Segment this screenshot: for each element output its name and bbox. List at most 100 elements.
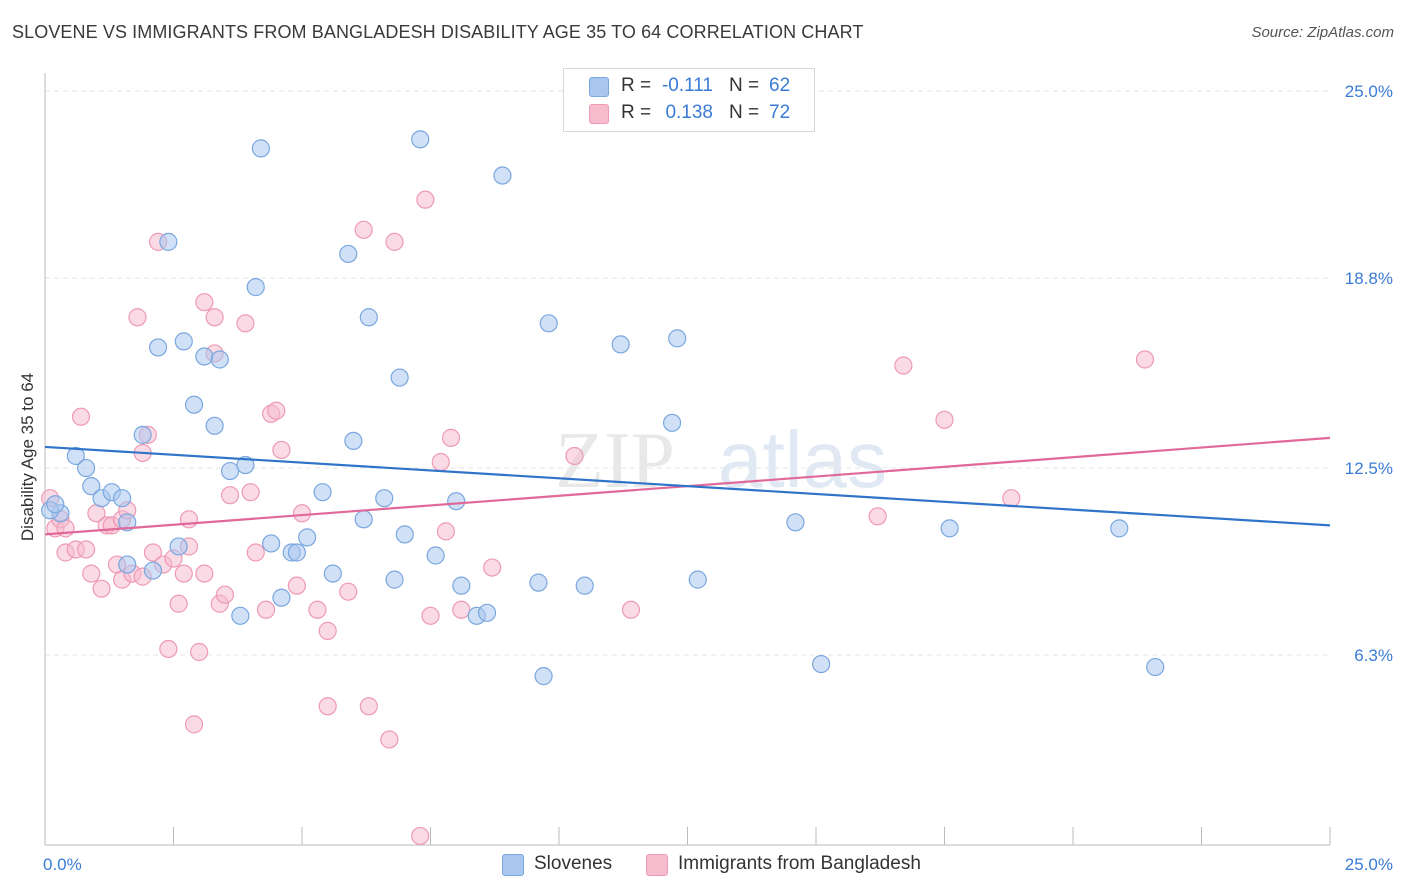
data-point: [246, 278, 265, 297]
data-point: [441, 428, 461, 447]
data-point: [298, 528, 317, 547]
correlation-legend: R = -0.111 N = 62 R = 0.138 N = 72: [563, 68, 815, 132]
data-point: [184, 715, 204, 734]
data-point: [195, 347, 214, 366]
data-point: [431, 452, 450, 472]
data-point: [236, 314, 255, 333]
data-point: [77, 540, 96, 559]
y-tick-label: 18.8%: [1345, 269, 1393, 288]
data-point: [359, 697, 378, 716]
data-point: [354, 510, 373, 529]
data-point: [205, 416, 224, 435]
data-point: [385, 232, 404, 251]
legend-swatch-pink: [589, 104, 609, 124]
data-point: [416, 190, 435, 209]
trend-line-slovenes: [44, 445, 1331, 527]
data-point: [318, 621, 337, 640]
legend-n-label: N =: [729, 75, 760, 96]
legend-n-value: 62: [769, 75, 791, 96]
y-tick-label: 25.0%: [1345, 82, 1393, 101]
legend-label-bangladesh: Immigrants from Bangladesh: [678, 853, 921, 874]
data-point: [447, 492, 466, 511]
data-point: [159, 232, 178, 251]
data-point: [344, 431, 363, 451]
data-point: [174, 564, 193, 583]
data-point: [621, 600, 641, 619]
data-point: [1135, 350, 1155, 369]
legend-r-value: 0.138: [665, 102, 713, 123]
data-point: [935, 410, 954, 429]
data-point: [662, 413, 682, 432]
data-point: [426, 546, 445, 565]
data-point: [411, 826, 430, 846]
data-point: [231, 606, 250, 625]
data-point: [339, 582, 358, 601]
y-axis-label: Disability Age 35 to 64: [18, 373, 37, 541]
data-point: [385, 570, 404, 589]
data-point: [688, 570, 707, 589]
data-point: [786, 513, 805, 532]
data-point: [205, 308, 224, 327]
data-point: [169, 537, 188, 556]
x-tick-label: 0.0%: [43, 855, 82, 874]
data-point: [534, 667, 553, 686]
data-point: [251, 139, 270, 158]
data-point: [236, 455, 255, 475]
data-point: [940, 519, 959, 538]
tick-labels: 6.3% 12.5% 18.8% 25.0% 0.0% 25.0%: [43, 82, 1393, 874]
data-point: [77, 458, 96, 478]
y-tick-label: 6.3%: [1354, 646, 1393, 665]
data-point: [82, 564, 101, 583]
legend-swatch-blue: [502, 854, 524, 876]
data-point: [313, 483, 332, 502]
data-point: [493, 166, 512, 185]
chart-title: SLOVENE VS IMMIGRANTS FROM BANGLADESH DI…: [12, 22, 864, 42]
data-point: [118, 555, 137, 574]
data-point: [894, 356, 913, 375]
data-point: [195, 564, 214, 583]
data-point: [575, 576, 594, 595]
legend-n-value: 72: [769, 102, 791, 123]
data-point: [812, 654, 831, 674]
data-point: [133, 425, 152, 444]
data-point: [256, 600, 276, 619]
data-point: [118, 513, 137, 532]
data-point: [143, 543, 163, 562]
data-point: [190, 642, 209, 662]
legend-r-value: -0.111: [661, 75, 713, 96]
data-point: [380, 730, 399, 749]
data-point: [308, 600, 327, 619]
data-point: [1002, 489, 1021, 508]
axes: [44, 73, 1331, 846]
data-point: [128, 308, 147, 327]
data-point: [220, 486, 240, 505]
data-point: [452, 600, 471, 619]
data-point: [411, 130, 430, 149]
legend-n-label: N =: [729, 102, 760, 123]
data-point: [246, 543, 265, 562]
data-point: [436, 522, 456, 541]
y-tick-label: 12.5%: [1345, 459, 1393, 478]
data-point: [143, 561, 163, 580]
series-bangladesh-points: [41, 190, 1155, 846]
data-point: [272, 440, 291, 460]
legend-swatch-blue: [589, 77, 609, 97]
data-point: [375, 489, 394, 508]
data-point: [323, 564, 342, 583]
data-point: [184, 395, 204, 414]
data-point: [262, 534, 281, 553]
data-point: [287, 576, 306, 595]
data-point: [359, 308, 378, 327]
data-point: [395, 525, 414, 544]
data-point: [210, 350, 229, 369]
data-point: [66, 446, 85, 466]
data-point: [267, 401, 286, 420]
data-point: [169, 594, 188, 613]
legend-r-label: R =: [621, 75, 652, 96]
data-point: [71, 407, 91, 426]
series-slovenes-points: [41, 72, 1165, 686]
data-point: [339, 244, 358, 264]
source-label: Source: ZipAtlas.com: [1251, 24, 1394, 41]
data-point: [292, 504, 312, 523]
